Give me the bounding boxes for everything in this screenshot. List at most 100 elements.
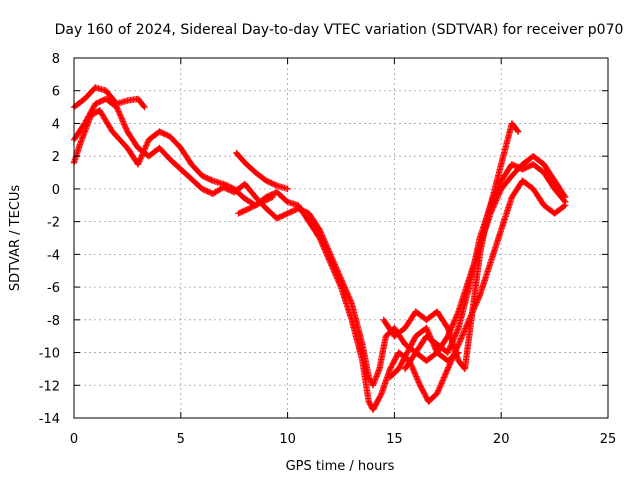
data-point	[438, 378, 446, 386]
data-point	[452, 315, 459, 323]
chart-title: Day 160 of 2024, Sidereal Day-to-day VTE…	[55, 22, 624, 38]
y-tick-label: -12	[39, 379, 60, 394]
data-point	[140, 148, 147, 155]
data-point	[141, 146, 148, 154]
data-point	[450, 319, 457, 327]
data-point	[494, 186, 501, 193]
data-point	[140, 102, 147, 110]
data-point	[335, 278, 342, 285]
data-point	[244, 205, 252, 213]
series-track-h	[386, 324, 462, 381]
data-point	[440, 374, 448, 381]
data-point	[136, 156, 144, 164]
data-point	[437, 383, 444, 390]
data-point	[409, 366, 417, 373]
data-point	[446, 345, 453, 352]
data-point	[446, 361, 453, 368]
data-point	[245, 205, 253, 212]
data-point	[561, 197, 568, 205]
series-track-e	[235, 193, 276, 217]
data-point	[439, 377, 446, 384]
data-point	[134, 161, 142, 168]
data-point	[432, 346, 440, 353]
data-point	[457, 336, 464, 344]
data-point	[136, 158, 143, 165]
data-point	[322, 249, 330, 256]
data-point	[326, 257, 333, 265]
data-point	[437, 381, 445, 388]
data-point	[450, 336, 457, 343]
data-point	[514, 127, 521, 134]
data-point	[447, 342, 455, 349]
data-point	[459, 332, 466, 339]
data-point	[116, 109, 123, 117]
data-point	[316, 234, 323, 242]
data-point	[320, 244, 328, 252]
data-point	[496, 180, 504, 187]
y-tick-label: -14	[39, 412, 60, 427]
data-point	[427, 333, 434, 340]
data-point	[430, 340, 437, 348]
data-point	[445, 347, 452, 355]
data-point	[318, 240, 326, 247]
data-point	[332, 270, 339, 278]
data-point	[119, 118, 127, 125]
data-point	[328, 262, 335, 269]
series-track-g	[401, 161, 569, 373]
data-point	[455, 339, 463, 347]
data-point	[121, 122, 129, 130]
data-point	[448, 339, 456, 346]
data-point	[317, 236, 324, 243]
data-point	[251, 202, 259, 209]
data-point	[119, 116, 126, 124]
data-point	[428, 336, 435, 343]
x-axis-label: GPS time / hours	[286, 459, 395, 474]
data-point	[335, 279, 343, 286]
data-point	[428, 337, 436, 345]
data-point	[409, 364, 416, 372]
data-point	[337, 282, 344, 289]
x-tick-label: 20	[493, 432, 510, 447]
data-point	[117, 113, 125, 121]
data-point	[443, 367, 451, 374]
data-point	[316, 226, 323, 234]
data-point	[445, 346, 453, 353]
data-point	[430, 342, 438, 349]
data-point	[452, 332, 459, 339]
y-tick-label: 6	[52, 85, 60, 100]
data-point	[327, 259, 334, 266]
data-point	[327, 260, 335, 268]
data-point	[453, 329, 460, 336]
data-point	[122, 124, 129, 131]
y-tick-label: 2	[52, 150, 60, 165]
data-point	[138, 152, 146, 159]
data-point	[323, 250, 330, 258]
y-tick-label: -8	[47, 314, 60, 329]
data-point	[434, 388, 441, 396]
data-point	[415, 379, 422, 386]
data-point	[425, 330, 433, 337]
data-point	[334, 275, 341, 282]
data-point	[269, 193, 276, 201]
data-point	[411, 370, 419, 377]
data-point	[449, 321, 457, 328]
data-point	[515, 128, 522, 135]
data-point	[138, 153, 145, 161]
data-point	[117, 112, 124, 119]
data-point	[139, 151, 146, 158]
y-tick-label: -2	[47, 216, 60, 231]
data-point	[114, 106, 122, 114]
x-tick-label: 25	[600, 432, 617, 447]
series-track-b	[70, 84, 148, 111]
y-tick-label: -6	[47, 281, 60, 296]
data-point	[329, 265, 337, 272]
data-point	[494, 184, 502, 192]
data-point	[325, 255, 332, 262]
data-point	[318, 239, 325, 246]
data-point	[445, 364, 452, 371]
data-point	[116, 111, 124, 118]
data-point	[137, 155, 144, 162]
data-point	[443, 323, 451, 330]
data-point	[489, 197, 496, 205]
y-axis-ticks: -14 -12 -10 -8 -6 -4 -2 0 2 4 6 8	[39, 52, 608, 427]
